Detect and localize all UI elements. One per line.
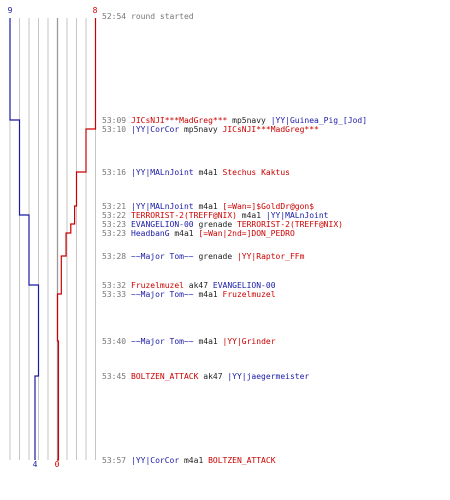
log-timestamp: 53:23: [102, 229, 127, 238]
log-message: HeadbanG m4a1 [=Wan|2nd=]DON_PEDRO: [131, 229, 295, 238]
log-player: Fruzelmuzel: [131, 281, 184, 290]
log-message: TERRORIST-2(TREFF@NIX) m4a1 |YY|MALnJoin…: [131, 211, 329, 220]
log-player: Stechus Kaktus: [222, 168, 290, 177]
log-player: ~~Major Tom~~: [131, 252, 194, 261]
red-team-line: [56, 18, 97, 461]
blue-team-line: [9, 18, 40, 460]
log-message: round started: [131, 12, 194, 21]
log-player: |YY|CorCor: [131, 456, 180, 465]
log-message: |YY|CorCor mp5navy JICsNJI***MadGreg***: [131, 125, 319, 134]
log-timestamp: 53:16: [102, 168, 127, 177]
log-timestamp: 53:21: [102, 202, 127, 211]
log-message: |YY|MALnJoint m4a1 Stechus Kaktus: [131, 168, 290, 177]
log-message: EVANGELION-00 grenade TERRORIST-2(TREFF@…: [131, 220, 343, 229]
blue-team-start-count: 9: [8, 6, 13, 15]
log-player: TERRORIST-2(TREFF@NIX): [131, 211, 237, 220]
log-weapon: m4a1: [169, 229, 199, 238]
log-weapon: m4a1: [193, 168, 223, 177]
log-player: ~~Major Tom~~: [131, 337, 194, 346]
log-player: TERRORIST-2(TREFF@NIX): [236, 220, 343, 229]
log-message: ~~Major Tom~~ grenade |YY|Raptor_FFm: [131, 252, 304, 261]
log-message: ~~Major Tom~~ m4a1 Fruzelmuzel: [131, 290, 276, 299]
log-weapon: m4a1: [179, 456, 209, 465]
log-player: EVANGELION-00: [131, 220, 194, 229]
log-timestamp: 53:32: [102, 281, 127, 290]
log-weapon: grenade: [193, 220, 237, 229]
log-player: |YY|Raptor_FFm: [236, 252, 305, 261]
blue-team-end-count: 4: [33, 460, 38, 469]
log-weapon: m4a1: [193, 202, 223, 211]
log-player: EVANGELION-00: [212, 281, 276, 290]
log-weapon: grenade: [193, 252, 237, 261]
log-weapon: m4a1: [236, 211, 266, 220]
log-weapon: ak47: [183, 281, 213, 290]
log-player: BOLTZEN_ATTACK: [208, 456, 276, 465]
log-timestamp: 53:57: [102, 456, 127, 465]
log-player: BOLTZEN_ATTACK: [131, 372, 199, 381]
log-timestamp: 53:33: [102, 290, 127, 299]
log-event: round started: [131, 12, 194, 21]
log-weapon: m4a1: [193, 290, 223, 299]
log-timestamp: 53:23: [102, 220, 127, 229]
log-player: [=Wan|2nd=]DON_PEDRO: [198, 229, 295, 238]
log-player: JICsNJI***MadGreg***: [131, 116, 228, 125]
log-timestamp: 53:09: [102, 116, 127, 125]
log-message: JICsNJI***MadGreg*** mp5navy |YY|Guinea_…: [131, 116, 367, 125]
log-message: BOLTZEN_ATTACK ak47 |YY|jaegermeister: [131, 372, 309, 381]
log-player: |YY|MALnJoint: [131, 168, 194, 177]
red-team-end-count: 0: [55, 460, 60, 469]
log-message: Fruzelmuzel ak47 EVANGELION-00: [131, 281, 276, 290]
log-weapon: m4a1: [193, 337, 223, 346]
log-message: |YY|MALnJoint m4a1 [=Wan=]$GoldDr@gon$: [131, 202, 314, 211]
log-player: |YY|MALnJoint: [265, 211, 329, 220]
log-message: ~~Major Tom~~ m4a1 |YY|Grinder: [131, 337, 276, 346]
log-timestamp: 53:22: [102, 211, 127, 220]
log-player: |YY|MALnJoint: [131, 202, 194, 211]
log-player: [=Wan=]$GoldDr@gon$: [222, 202, 315, 211]
log-player: JICsNJI***MadGreg***: [222, 125, 319, 134]
log-player: ~~Major Tom~~: [131, 290, 194, 299]
log-player: |YY|Guinea_Pig_[Jod]: [270, 116, 368, 125]
graph-grid: [9, 18, 96, 460]
log-timestamp: 53:10: [102, 125, 127, 134]
log-timestamp: 53:45: [102, 372, 127, 381]
log-player: HeadbanG: [131, 229, 170, 238]
log-message: |YY|CorCor m4a1 BOLTZEN_ATTACK: [131, 456, 276, 465]
log-weapon: mp5navy: [227, 116, 271, 125]
log-player: |YY|Grinder: [222, 337, 276, 346]
log-timestamp: 53:40: [102, 337, 127, 346]
log-player: Fruzelmuzel: [222, 290, 276, 299]
red-team-start-count: 8: [93, 6, 98, 15]
log-player: |YY|CorCor: [131, 125, 180, 134]
log-timestamp: 53:28: [102, 252, 127, 261]
log-timestamp: 52:54: [102, 12, 127, 21]
log-player: |YY|jaegermeister: [227, 372, 310, 381]
log-weapon: ak47: [198, 372, 228, 381]
log-weapon: mp5navy: [179, 125, 223, 134]
